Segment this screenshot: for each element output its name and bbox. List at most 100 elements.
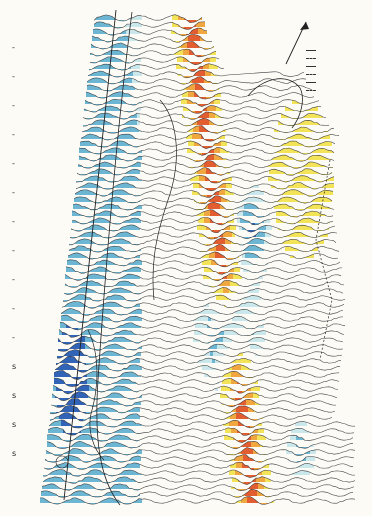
amplitude-fill <box>232 262 235 265</box>
amplitude-fill <box>97 310 100 314</box>
amplitude-fill <box>258 296 261 300</box>
amplitude-fill <box>83 141 86 146</box>
amplitude-fill <box>248 301 251 307</box>
amplitude-fill <box>101 113 104 118</box>
amplitude-fill <box>243 219 246 223</box>
amplitude-fill <box>250 448 253 454</box>
amplitude-fill <box>225 324 228 328</box>
amplitude-fill <box>61 315 64 321</box>
amplitude-fill <box>118 42 121 48</box>
amplitude-fill <box>230 273 233 279</box>
amplitude-fill <box>295 471 298 475</box>
amplitude-fill <box>90 356 93 358</box>
amplitude-fill <box>247 482 250 485</box>
wiggle-trace <box>69 237 337 246</box>
amplitude-fill <box>259 231 262 237</box>
amplitude-fill <box>229 176 232 181</box>
amplitude-fill <box>300 428 303 433</box>
amplitude-fill <box>85 393 88 398</box>
amplitude-fill <box>118 183 121 188</box>
amplitude-fill <box>253 344 256 349</box>
amplitude-fill <box>287 141 290 146</box>
amplitude-fill <box>235 316 238 321</box>
amplitude-fill <box>117 189 120 195</box>
amplitude-fill <box>199 125 202 132</box>
amplitude-fill <box>85 343 88 349</box>
amplitude-fill <box>73 343 76 349</box>
amplitude-fill <box>215 143 218 146</box>
amplitude-fill <box>113 442 116 447</box>
amplitude-fill <box>111 163 114 167</box>
wiggle-trace <box>77 160 334 169</box>
amplitude-fill <box>61 349 64 352</box>
amplitude-fill <box>188 141 191 146</box>
amplitude-fill <box>41 490 44 496</box>
amplitude-fill <box>46 478 49 482</box>
amplitude-fill <box>257 282 260 286</box>
amplitude-fill <box>236 496 239 498</box>
left-edge-mark: - <box>12 72 15 81</box>
amplitude-fill <box>237 211 240 216</box>
amplitude-fill <box>318 211 321 216</box>
wiggle-trace <box>64 273 342 282</box>
amplitude-fill <box>139 308 142 314</box>
amplitude-fill <box>222 135 225 139</box>
amplitude-fill <box>115 288 118 293</box>
amplitude-fill <box>84 379 87 384</box>
amplitude-fill <box>233 273 236 279</box>
amplitude-fill <box>287 442 290 447</box>
amplitude-fill <box>81 189 84 195</box>
amplitude-fill <box>87 484 90 489</box>
amplitude-fill <box>92 329 95 335</box>
survey-marker <box>55 455 69 469</box>
amplitude-fill <box>130 176 133 181</box>
left-edge-mark: s <box>12 449 17 458</box>
amplitude-fill <box>191 34 194 41</box>
amplitude-fill <box>64 420 67 426</box>
amplitude-fill <box>120 51 123 55</box>
amplitude-fill <box>237 267 240 272</box>
amplitude-fill <box>242 405 245 412</box>
amplitude-fill <box>206 358 209 363</box>
amplitude-fill <box>278 120 281 125</box>
amplitude-fill <box>130 469 133 475</box>
amplitude-fill <box>80 490 83 496</box>
amplitude-fill <box>271 176 274 181</box>
amplitude-fill <box>102 455 105 461</box>
amplitude-fill <box>295 182 298 188</box>
amplitude-fill <box>217 147 220 153</box>
amplitude-fill <box>93 371 96 377</box>
amplitude-fill <box>219 295 222 300</box>
amplitude-fill <box>205 365 208 370</box>
amplitude-fill <box>113 302 116 307</box>
amplitude-fill <box>251 253 254 258</box>
amplitude-fill <box>114 294 117 300</box>
amplitude-fill <box>106 309 109 314</box>
amplitude-fill <box>102 352 105 356</box>
amplitude-fill <box>216 295 219 300</box>
amplitude-fill <box>74 356 77 363</box>
amplitude-fill <box>54 427 57 433</box>
amplitude-fill <box>205 309 208 314</box>
amplitude-fill <box>115 99 118 104</box>
amplitude-fill <box>232 477 235 482</box>
amplitude-fill <box>202 315 205 321</box>
amplitude-fill <box>88 231 91 237</box>
amplitude-fill <box>305 168 308 174</box>
amplitude-fill <box>213 245 216 251</box>
boundary-line <box>63 9 117 501</box>
amplitude-fill <box>48 483 51 489</box>
amplitude-fill <box>104 463 107 468</box>
amplitude-fill <box>89 225 92 230</box>
amplitude-fill <box>96 135 99 139</box>
amplitude-fill <box>230 414 233 419</box>
amplitude-fill <box>96 213 99 216</box>
amplitude-fill <box>283 148 286 153</box>
amplitude-fill <box>317 114 320 118</box>
amplitude-fill <box>294 189 297 195</box>
amplitude-fill <box>83 281 86 286</box>
amplitude-fill <box>83 197 86 202</box>
amplitude-fill <box>186 49 189 55</box>
amplitude-fill <box>268 176 271 181</box>
amplitude-fill <box>76 338 79 342</box>
